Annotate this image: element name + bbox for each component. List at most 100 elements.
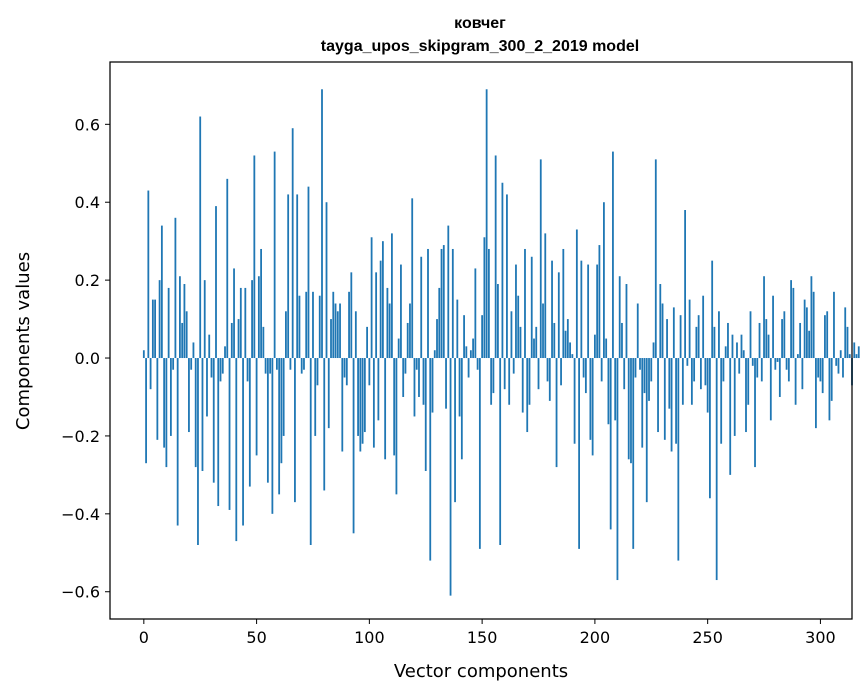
bar-59 — [275, 358, 278, 370]
bar-16 — [179, 276, 181, 359]
bar-282 — [778, 358, 781, 397]
bar-267 — [745, 358, 747, 433]
bar-201 — [596, 264, 599, 359]
bar-44 — [242, 358, 244, 526]
bar-292 — [801, 358, 804, 390]
bar-47 — [248, 358, 251, 487]
bar-151 — [483, 237, 486, 359]
bar-107 — [384, 358, 387, 460]
bar-234 — [670, 358, 673, 452]
bar-302 — [824, 315, 826, 359]
bar-221 — [641, 358, 644, 448]
bar-156 — [494, 155, 497, 359]
x-tick-label: 200 — [580, 628, 611, 647]
bar-207 — [609, 358, 612, 530]
bar-38 — [228, 358, 231, 510]
bar-83 — [330, 319, 332, 359]
bar-64 — [287, 194, 290, 359]
x-tick-label: 0 — [139, 628, 149, 647]
bar-93 — [352, 358, 355, 534]
bar-307 — [835, 358, 838, 366]
bar-113 — [397, 338, 400, 359]
x-tick-label: 150 — [467, 628, 498, 647]
bar-262 — [733, 358, 736, 436]
bar-14 — [174, 217, 177, 359]
bar-250 — [706, 358, 709, 413]
bar-20 — [188, 358, 190, 433]
bar-133 — [442, 245, 445, 359]
bar-0 — [142, 350, 145, 359]
bar-49 — [253, 155, 256, 359]
bar-257 — [722, 358, 725, 382]
bar-162 — [508, 358, 511, 405]
bar-219 — [636, 303, 639, 359]
bar-294 — [805, 307, 808, 359]
bar-22 — [192, 342, 195, 359]
bar-261 — [731, 334, 734, 359]
bar-10 — [165, 358, 168, 468]
bar-81 — [325, 202, 328, 359]
bar-172 — [530, 256, 533, 359]
bar-12 — [169, 358, 172, 436]
bar-100 — [368, 358, 371, 386]
bar-121 — [415, 358, 418, 370]
bar-277 — [767, 334, 770, 359]
bar-118 — [409, 303, 411, 359]
bar-235 — [672, 307, 675, 359]
bar-35 — [221, 358, 224, 374]
bar-31 — [212, 358, 215, 483]
x-tick-label: 250 — [692, 628, 723, 647]
bar-263 — [736, 342, 738, 359]
bar-48 — [251, 280, 253, 359]
bar-231 — [663, 358, 666, 440]
bar-72 — [305, 291, 308, 359]
bar-91 — [348, 291, 350, 359]
bar-80 — [323, 358, 326, 491]
bar-74 — [309, 358, 312, 545]
bar-123 — [420, 256, 423, 359]
bar-271 — [754, 358, 756, 468]
bar-139 — [456, 299, 459, 359]
bar-186 — [562, 248, 565, 359]
bar-124 — [422, 358, 425, 405]
bar-67 — [294, 358, 296, 503]
bar-42 — [237, 319, 240, 359]
bar-163 — [510, 311, 513, 359]
bar-223 — [645, 358, 648, 503]
bar-33 — [217, 358, 220, 507]
bar-97 — [361, 358, 364, 444]
bar-175 — [537, 358, 540, 390]
bar-245 — [695, 326, 698, 359]
bar-92 — [350, 272, 353, 359]
x-tick-label: 50 — [246, 628, 266, 647]
bar-279 — [772, 295, 774, 359]
bar-306 — [833, 291, 835, 359]
bar-26 — [201, 358, 204, 471]
bar-63 — [285, 311, 287, 359]
bar-299 — [817, 358, 820, 378]
bar-106 — [381, 241, 384, 359]
bar-238 — [679, 315, 682, 359]
bar-192 — [575, 229, 578, 359]
bar-7 — [158, 280, 161, 359]
bar-71 — [303, 358, 305, 370]
bar-253 — [713, 326, 716, 359]
bar-224 — [648, 358, 650, 401]
bar-145 — [469, 350, 472, 359]
bar-276 — [765, 319, 768, 359]
bar-275 — [763, 276, 765, 359]
bar-213 — [623, 358, 626, 390]
bar-239 — [681, 358, 684, 405]
bar-286 — [787, 358, 790, 382]
bar-160 — [503, 358, 506, 390]
bar-152 — [485, 89, 488, 359]
bar-66 — [291, 128, 294, 359]
bar-200 — [593, 334, 596, 359]
bar-21 — [190, 358, 193, 370]
bar-232 — [666, 319, 668, 359]
bar-157 — [497, 284, 499, 359]
bar-138 — [454, 358, 456, 503]
bar-134 — [445, 358, 447, 409]
bar-15 — [176, 358, 179, 526]
y-tick-label: 0.4 — [75, 193, 100, 212]
